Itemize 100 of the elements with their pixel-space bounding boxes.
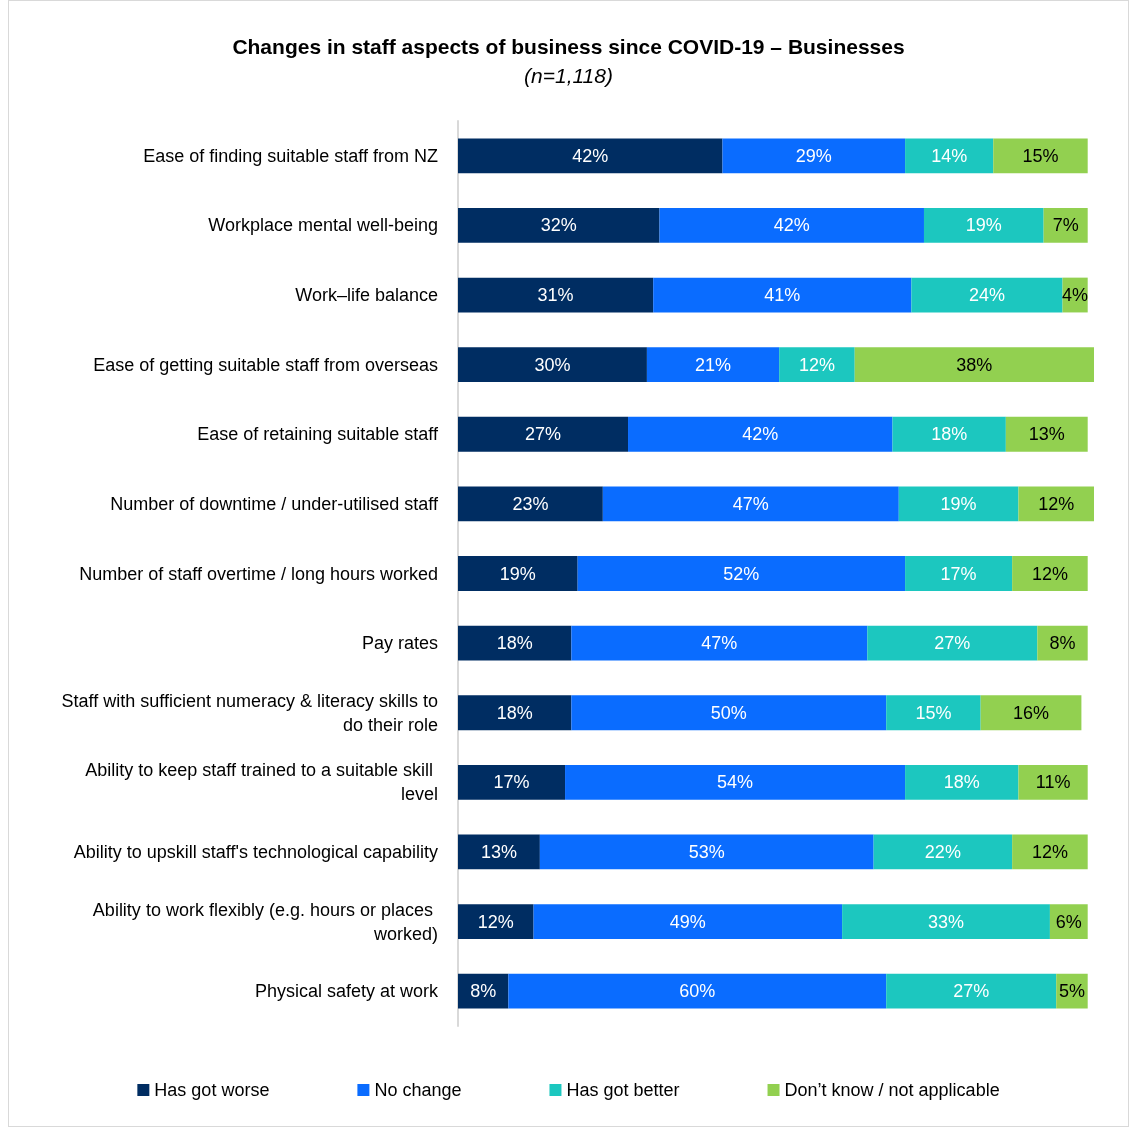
bar <box>571 625 868 661</box>
data-label: 12% <box>1031 841 1068 862</box>
bar <box>993 138 1088 174</box>
bar <box>1012 556 1088 591</box>
bar <box>905 138 994 174</box>
data-label: 53% <box>688 841 725 862</box>
y-tick-label: Ease of finding suitable staff from NZ <box>143 145 438 166</box>
data-label: 6% <box>1055 911 1082 932</box>
data-label: 33% <box>928 911 965 932</box>
data-label: 27% <box>953 981 990 1002</box>
bar <box>1037 625 1088 661</box>
data-label: 24% <box>968 285 1005 306</box>
bar <box>911 277 1063 313</box>
data-label: 8% <box>470 981 497 1002</box>
data-label: 12% <box>1031 563 1068 584</box>
legend-label: Has got worse <box>154 1080 270 1100</box>
data-label: 13% <box>480 841 517 862</box>
legend-label: No change <box>374 1080 462 1100</box>
bar <box>1018 486 1094 522</box>
data-label: 52% <box>723 563 760 584</box>
data-label: 60% <box>679 981 716 1002</box>
y-tick-label: Work–life balance <box>295 285 438 306</box>
data-label: 19% <box>965 215 1002 236</box>
bar <box>577 556 906 591</box>
y-tick-label: Workplace mental well-being <box>208 215 438 236</box>
bar <box>653 277 912 313</box>
bar <box>873 834 1013 870</box>
bar <box>1005 416 1088 452</box>
data-label: 27% <box>934 633 971 654</box>
bar <box>898 486 1019 522</box>
data-label: 12% <box>798 354 835 375</box>
data-label: 17% <box>493 772 530 793</box>
data-label: 42% <box>742 424 779 445</box>
bar <box>905 764 1019 800</box>
data-label: 32% <box>540 215 577 236</box>
data-label: 11% <box>1035 772 1071 793</box>
legend-label: Don’t know / not applicable <box>784 1080 1000 1100</box>
bar <box>458 486 603 522</box>
data-label: 15% <box>915 702 952 723</box>
bar <box>905 556 1013 591</box>
data-label: 19% <box>499 563 536 584</box>
bar <box>602 486 899 522</box>
data-label: 18% <box>943 772 980 793</box>
data-label: 16% <box>1013 702 1050 723</box>
bar <box>571 695 887 731</box>
data-label: 14% <box>931 145 968 166</box>
bar <box>458 556 578 591</box>
data-label: 18% <box>496 633 533 654</box>
data-label: 47% <box>732 493 769 514</box>
bar <box>842 904 1050 939</box>
data-label: 12% <box>1038 493 1075 514</box>
bar <box>458 695 572 731</box>
y-tick-label: Pay rates <box>361 633 438 654</box>
bar <box>508 973 887 1009</box>
data-label: 38% <box>956 354 993 375</box>
data-label: 49% <box>669 911 706 932</box>
data-label: 8% <box>1049 633 1076 654</box>
data-label: 47% <box>701 633 738 654</box>
data-label: 19% <box>940 493 977 514</box>
bar <box>458 347 647 383</box>
bar <box>1018 764 1088 800</box>
bar <box>886 695 981 731</box>
data-label: 13% <box>1028 424 1065 445</box>
bar <box>458 277 654 313</box>
data-label: 29% <box>795 145 832 166</box>
bar <box>892 416 1006 452</box>
bar <box>779 347 855 383</box>
data-label: 21% <box>695 354 732 375</box>
y-tick-label: Ability to keep staff trained to a suitable skill level <box>85 760 438 805</box>
bar <box>533 904 843 939</box>
data-label: 42% <box>572 145 609 166</box>
bar <box>458 625 572 661</box>
chart-subtitle: (n=1,118) <box>524 64 613 87</box>
data-label: 54% <box>717 772 754 793</box>
bar <box>923 208 1044 243</box>
data-label: 42% <box>773 215 810 236</box>
data-label: 5% <box>1058 981 1085 1002</box>
chart-title: Changes in staff aspects of business since COVID-19 – Businesses <box>232 35 905 58</box>
y-tick-label: Number of staff overtime / long hours worked <box>79 563 438 584</box>
y-tick-label: Number of downtime / under-utilised staff <box>110 493 439 514</box>
data-label: 30% <box>534 354 571 375</box>
bar <box>646 347 780 383</box>
bar <box>565 764 906 800</box>
y-tick-label: Staff with sufficient numeracy & literacy skills to do their role <box>61 690 438 735</box>
data-label: 31% <box>537 285 574 306</box>
bar <box>854 347 1094 383</box>
bar <box>886 973 1057 1009</box>
y-tick-label: Ease of retaining suitable staff <box>197 424 439 445</box>
bar <box>458 138 723 174</box>
data-label: 23% <box>512 493 549 514</box>
bar <box>980 695 1082 731</box>
y-tick-label: Physical safety at work <box>254 981 439 1002</box>
y-tick-label: Ability to upskill staff's technological capability <box>73 841 438 862</box>
bar <box>867 625 1038 661</box>
bar <box>1043 208 1088 243</box>
data-label: 50% <box>710 702 747 723</box>
y-tick-label: Ease of getting suitable staff from overseas <box>93 354 438 375</box>
data-label: 18% <box>931 424 968 445</box>
data-label: 7% <box>1052 215 1079 236</box>
bar <box>722 138 906 174</box>
